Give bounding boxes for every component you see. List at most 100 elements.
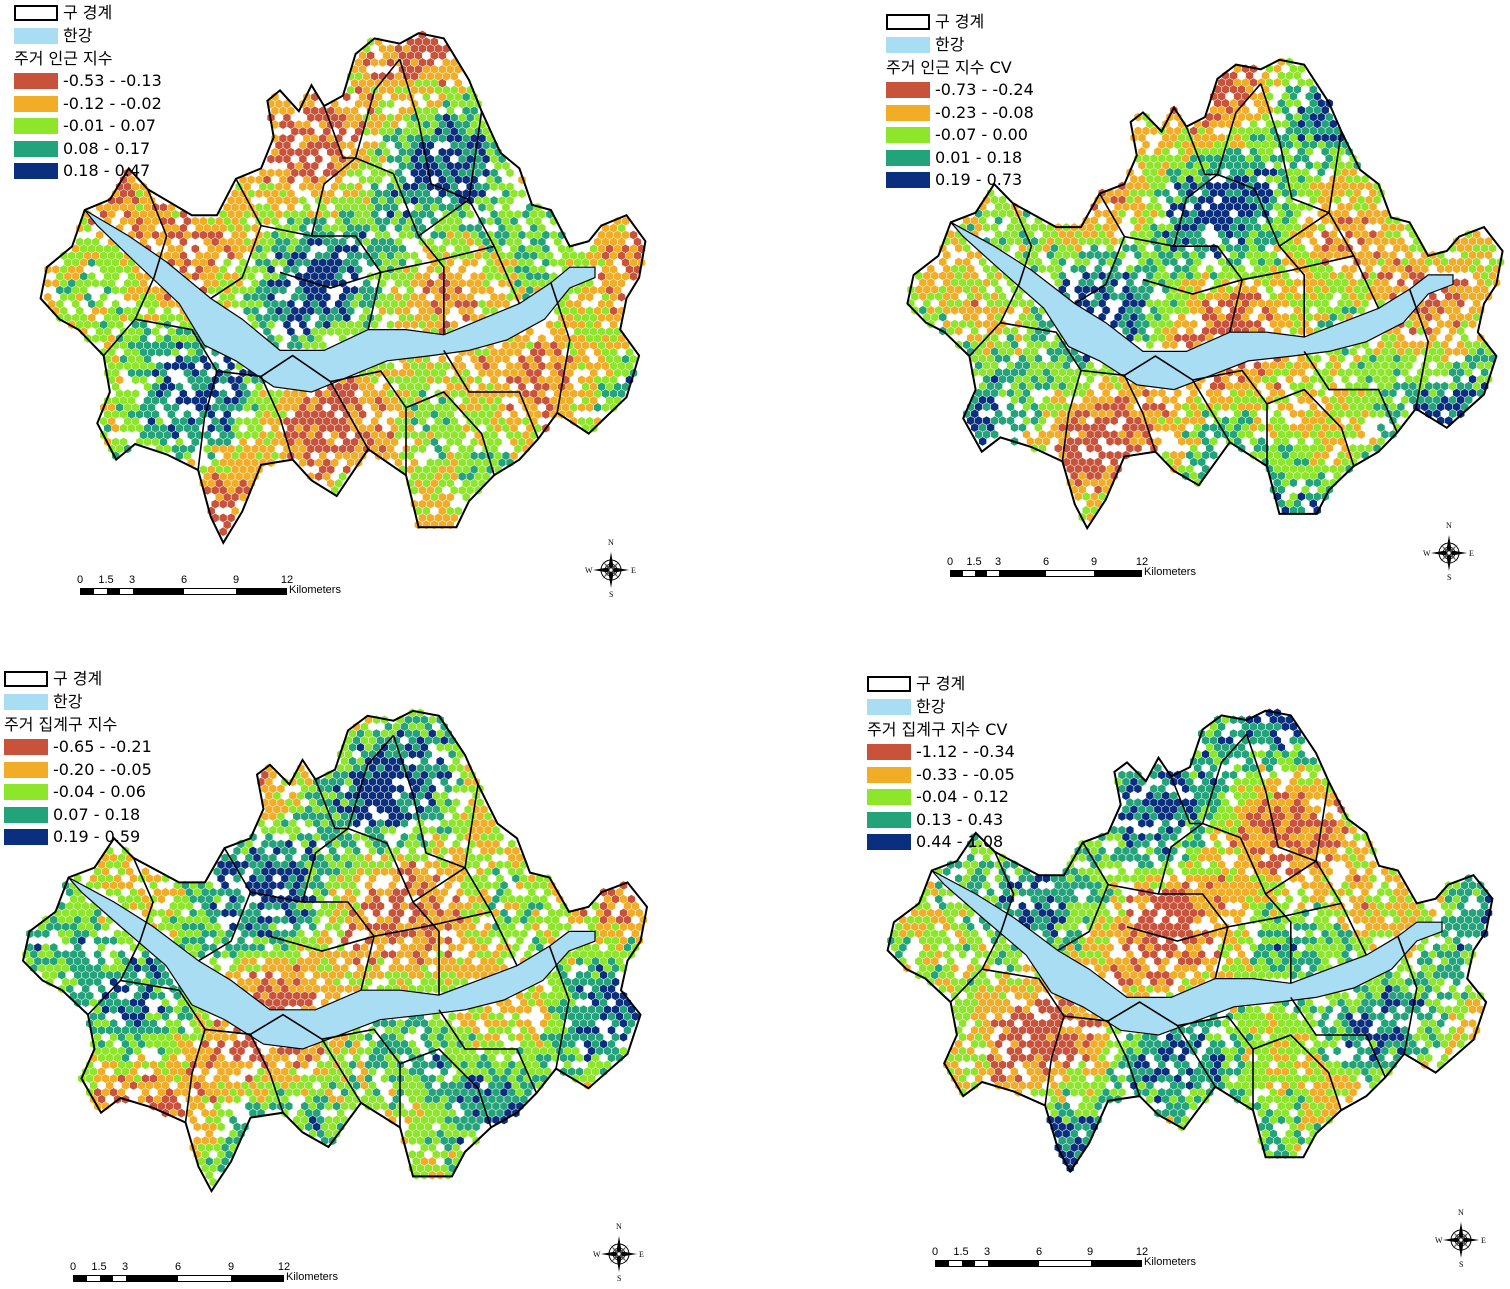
- hex-cell: [435, 742, 445, 753]
- hex-cell: [477, 202, 487, 213]
- north-arrow: N S E W: [585, 538, 637, 599]
- district-boundary: [1408, 288, 1430, 409]
- legend-class-label: -0.01 - 0.07: [63, 116, 156, 136]
- legend-boundary: 구 경계: [886, 11, 1034, 34]
- legend-title: 주거 인근 지수 CV: [886, 57, 1012, 77]
- district-boundary: [216, 370, 294, 460]
- scale-unit: Kilometers: [289, 584, 341, 596]
- district-boundary: [1074, 193, 1126, 305]
- hex-cell: [434, 375, 443, 385]
- class-swatch: [14, 95, 58, 112]
- hex-cell: [278, 450, 288, 461]
- hex-cell: [278, 285, 288, 296]
- legend-class-label: 0.01 - 0.18: [935, 147, 1023, 167]
- hex-cell: [87, 257, 96, 268]
- scale-tick: 12: [280, 574, 294, 586]
- hex-cell: [1113, 436, 1123, 447]
- hex-cell: [1038, 264, 1047, 274]
- hex-cell: [1460, 264, 1469, 274]
- hex-cell: [386, 319, 395, 330]
- legend-river-label: 한강: [935, 34, 965, 54]
- hex-cell: [1289, 408, 1298, 419]
- district-boundary: [102, 188, 168, 357]
- district-boundary: [550, 282, 571, 413]
- district-boundary: [968, 202, 1033, 357]
- legend-class-label: -0.12 - -0.02: [63, 93, 162, 113]
- hex-cell: [1109, 291, 1119, 302]
- hex-cell: [982, 402, 991, 412]
- hex-cell: [294, 340, 304, 351]
- hex-cell: [276, 825, 286, 836]
- hex-cell: [298, 181, 308, 192]
- hex-cell: [370, 57, 379, 68]
- hex-cell: [386, 306, 395, 316]
- hex-cell: [589, 257, 598, 268]
- hex-cell: [1010, 422, 1019, 433]
- scale-unit: Kilometers: [1144, 566, 1196, 578]
- hex-cell: [1070, 264, 1079, 274]
- hex-cell: [1289, 326, 1298, 336]
- hex-cell: [376, 804, 385, 815]
- hex-cell: [234, 402, 244, 413]
- hex-cell: [617, 292, 626, 302]
- class-swatch: [14, 163, 58, 180]
- hex-cell: [541, 409, 551, 420]
- district-boundary: [1216, 83, 1262, 175]
- legend-class-5: 0.19 - 0.73: [886, 169, 1034, 192]
- han-river: [84, 209, 596, 393]
- compass-n: N: [608, 538, 614, 547]
- hex-cell: [1209, 450, 1218, 461]
- hex-cell: [1356, 429, 1366, 440]
- city-boundary: [906, 58, 1504, 531]
- hex-cell: [274, 154, 284, 164]
- legend-class-label: -0.23 - -0.08: [935, 102, 1034, 122]
- hex-cell: [398, 92, 407, 102]
- hex-cell: [998, 415, 1007, 426]
- district-boundary: [1303, 350, 1398, 433]
- compass-n: N: [1446, 521, 1452, 530]
- class-swatch: [14, 73, 58, 90]
- hex-cell: [1297, 188, 1306, 198]
- hex-cell: [171, 361, 180, 371]
- hex-cell: [1133, 443, 1143, 454]
- legend-river: 한강: [886, 34, 1034, 57]
- hex-cell: [370, 126, 379, 137]
- hex-cell: [230, 299, 240, 309]
- hex-cell: [1432, 367, 1442, 378]
- hex-cell: [310, 340, 320, 351]
- hex-cell: [1217, 119, 1226, 129]
- district-boundary: [1185, 126, 1218, 176]
- legend-class-label: 0.18 - 0.47: [63, 161, 151, 181]
- legend-class-label: -0.53 - -0.13: [63, 71, 162, 91]
- hex-cell: [1452, 264, 1461, 274]
- map-panel-residential-tract-index: 구 경계 한강 주거 집계구 지수 -0.65 - -0.21 -0.20 - …: [0, 644, 755, 1288]
- hex-cell: [1440, 367, 1449, 378]
- hex-cell: [990, 429, 999, 440]
- hex-cell: [1452, 346, 1461, 357]
- hex-cell: [410, 319, 419, 330]
- compass-w: W: [585, 566, 593, 575]
- hex-cell: [1368, 215, 1378, 226]
- compass-rose-icon: [593, 552, 629, 588]
- compass-e: E: [1469, 549, 1474, 558]
- river-swatch: [14, 27, 58, 44]
- seoul-choropleth-map: [21, 708, 649, 1194]
- hex-cell: [1042, 381, 1051, 392]
- hex-cell: [1281, 298, 1290, 309]
- hex-cell: [461, 312, 471, 323]
- hex-cell: [266, 154, 276, 164]
- hex-cells: [21, 708, 648, 1187]
- scale-bar: 0 1.5 3 6 9 12 Kilometers: [77, 574, 360, 600]
- hex-cell: [1157, 208, 1167, 219]
- legend-class-label: -0.73 - -0.24: [935, 80, 1034, 100]
- hex-cell: [1336, 312, 1346, 323]
- legend-class-5: 0.18 - 0.47: [14, 160, 162, 183]
- hex-cell: [1289, 477, 1298, 488]
- district-boundary: [210, 178, 262, 300]
- compass-e: E: [631, 566, 636, 575]
- hex-cell: [1257, 422, 1266, 433]
- hex-cell: [954, 326, 963, 336]
- hex-cell: [549, 257, 559, 268]
- class-swatch: [886, 82, 930, 99]
- compass-s: S: [609, 590, 614, 599]
